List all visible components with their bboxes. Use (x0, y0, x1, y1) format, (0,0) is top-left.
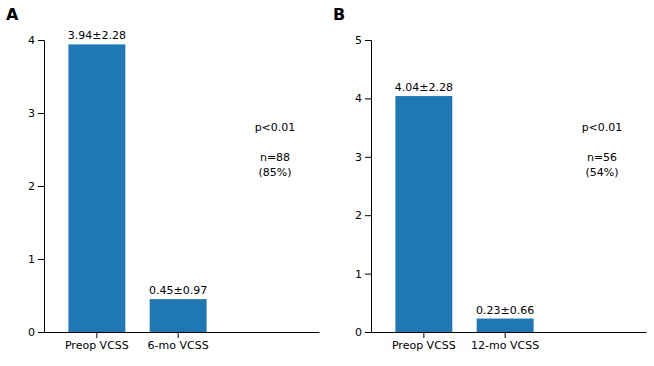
bars (395, 96, 533, 332)
data-label: 3.94±2.28 (68, 29, 126, 42)
x-tick-mark (178, 332, 179, 338)
bar (150, 299, 207, 332)
y-tick-label: 2 (28, 180, 35, 193)
y-tick: 1 (355, 268, 371, 281)
data-label: 0.23±0.66 (476, 304, 534, 317)
y-axis-line (365, 41, 372, 333)
data-label: 0.45±0.97 (149, 284, 207, 297)
y-axis-line (38, 41, 45, 333)
y-tick-mark (38, 40, 44, 41)
y-tick: 5 (355, 34, 371, 47)
y-axis: 0 1 2 3 4 5 (355, 34, 372, 339)
y-tick-mark (365, 332, 371, 333)
x-tick-mark (423, 332, 424, 338)
bar (68, 44, 125, 332)
y-tick-label: 1 (355, 268, 362, 281)
x-axis-line (45, 332, 320, 333)
annotation-line: p<0.01 (255, 121, 296, 134)
panel: 0 1 2 3 4 Preop VCSS 6-mo VCSS 3.94±2.28 0.45±0.… (6, 5, 320, 352)
y-tick: 3 (28, 107, 44, 120)
data-label: 4.04±2.28 (395, 81, 453, 94)
bars (68, 44, 206, 332)
panel-label: B (333, 5, 345, 24)
bar (477, 319, 534, 332)
annotation-line: p<0.01 (582, 121, 623, 134)
x-tick-label: Preop VCSS (392, 339, 456, 352)
annotation-line: (54%) (585, 166, 618, 179)
data-labels: 4.04±2.28 0.23±0.66 (395, 81, 535, 317)
y-tick-label: 3 (28, 107, 35, 120)
y-tick-label: 1 (28, 253, 35, 266)
y-tick: 2 (28, 180, 44, 193)
y-tick-label: 0 (28, 326, 35, 339)
y-tick-mark (365, 40, 371, 41)
x-tick: Preop VCSS (65, 332, 129, 352)
x-axis: Preop VCSS 12-mo VCSS (372, 332, 647, 352)
plot-area: 0 1 2 3 4 5 Preop VCSS 12-mo VCSS 4.04±2.28 0.23±… (355, 34, 647, 352)
y-tick: 2 (355, 209, 371, 222)
y-tick: 4 (28, 34, 44, 47)
x-tick: 12-mo VCSS (471, 332, 539, 352)
x-tick-mark (505, 332, 506, 338)
chart-root: 0 1 2 3 4 Preop VCSS 6-mo VCSS 3.94±2.28 0.45±0.… (0, 0, 654, 366)
x-tick: 6-mo VCSS (148, 332, 209, 352)
x-tick-mark (96, 332, 97, 338)
annotation-line: n=56 (587, 151, 617, 164)
x-axis-line (372, 332, 647, 333)
y-tick-mark (38, 113, 44, 114)
y-tick-label: 4 (28, 34, 35, 47)
y-tick: 0 (355, 326, 371, 339)
x-tick-label: 6-mo VCSS (148, 339, 209, 352)
y-tick: 1 (28, 253, 44, 266)
y-tick: 0 (28, 326, 44, 339)
y-axis: 0 1 2 3 4 (28, 34, 45, 339)
panel-label: A (6, 5, 19, 24)
y-tick-label: 3 (355, 151, 362, 164)
y-tick-label: 0 (355, 326, 362, 339)
y-tick: 4 (355, 92, 371, 105)
x-tick: Preop VCSS (392, 332, 456, 352)
y-tick-label: 4 (355, 92, 362, 105)
y-tick-mark (38, 259, 44, 260)
panel: 0 1 2 3 4 5 Preop VCSS 12-mo VCSS 4.04±2.28 0.23±… (333, 5, 647, 352)
y-tick-mark (38, 332, 44, 333)
annotation-line: n=88 (260, 151, 290, 164)
y-tick-label: 2 (355, 209, 362, 222)
x-tick-label: 12-mo VCSS (471, 339, 539, 352)
y-tick-mark (365, 274, 371, 275)
y-tick-mark (38, 186, 44, 187)
plot-area: 0 1 2 3 4 Preop VCSS 6-mo VCSS 3.94±2.28 0.45±0.… (28, 29, 320, 351)
y-tick-mark (365, 98, 371, 99)
y-tick: 3 (355, 151, 371, 164)
figure: 0 1 2 3 4 Preop VCSS 6-mo VCSS 3.94±2.28 0.45±0.… (0, 0, 654, 366)
bar (395, 96, 452, 332)
annotation: p<0.01 n=88 (85%) (255, 121, 296, 179)
y-tick-mark (365, 157, 371, 158)
data-labels: 3.94±2.28 0.45±0.97 (68, 29, 208, 297)
annotation-line: (85%) (258, 166, 291, 179)
x-tick-label: Preop VCSS (65, 339, 129, 352)
annotation: p<0.01 n=56 (54%) (582, 121, 623, 179)
y-tick-label: 5 (355, 34, 362, 47)
x-axis: Preop VCSS 6-mo VCSS (45, 332, 320, 352)
y-tick-mark (365, 215, 371, 216)
